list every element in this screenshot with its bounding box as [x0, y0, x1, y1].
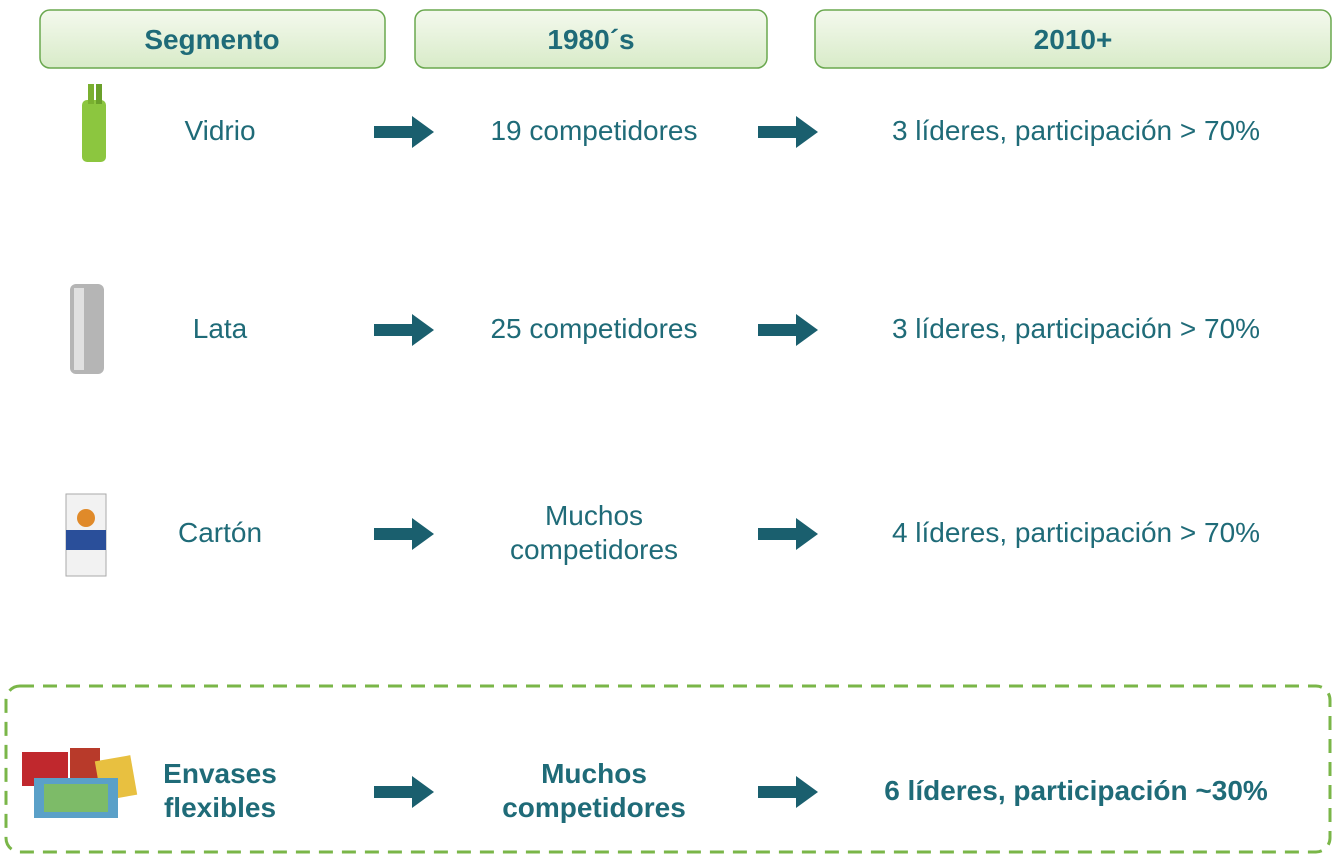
arrow: [758, 314, 818, 346]
bottle-icon: [82, 84, 106, 162]
carton-icon: [65, 493, 107, 577]
arrow: [758, 116, 818, 148]
header-box: [814, 9, 1332, 69]
arrow: [758, 776, 818, 808]
present-label: 3 líderes, participación > 70%: [892, 115, 1260, 146]
past-label: competidores: [502, 792, 686, 823]
arrow: [374, 776, 434, 808]
arrow: [758, 518, 818, 550]
past-label: Muchos: [545, 500, 643, 531]
present-label: 4 líderes, participación > 70%: [892, 517, 1260, 548]
segment-label: Cartón: [178, 517, 262, 548]
header-box: [39, 9, 386, 69]
past-label: competidores: [510, 534, 678, 565]
segment-label: Lata: [193, 313, 248, 344]
header-label: 2010+: [1034, 24, 1113, 55]
header-label: 1980´s: [547, 24, 634, 55]
can-icon: [70, 284, 104, 374]
past-label: Muchos: [541, 758, 647, 789]
present-label: 3 líderes, participación > 70%: [892, 313, 1260, 344]
arrow: [374, 116, 434, 148]
header-label: Segmento: [144, 24, 279, 55]
segment-label: flexibles: [164, 792, 276, 823]
highlight-frame: [4, 684, 1332, 854]
arrow: [374, 314, 434, 346]
arrow: [374, 518, 434, 550]
header-box: [414, 9, 768, 69]
segment-label: Envases: [163, 758, 277, 789]
past-label: 19 competidores: [490, 115, 697, 146]
past-label: 25 competidores: [490, 313, 697, 344]
flexible-packages-icon: [22, 748, 138, 818]
segment-label: Vidrio: [184, 115, 255, 146]
header-boxes: [39, 9, 1332, 69]
present-label: 6 líderes, participación ~30%: [884, 775, 1268, 806]
